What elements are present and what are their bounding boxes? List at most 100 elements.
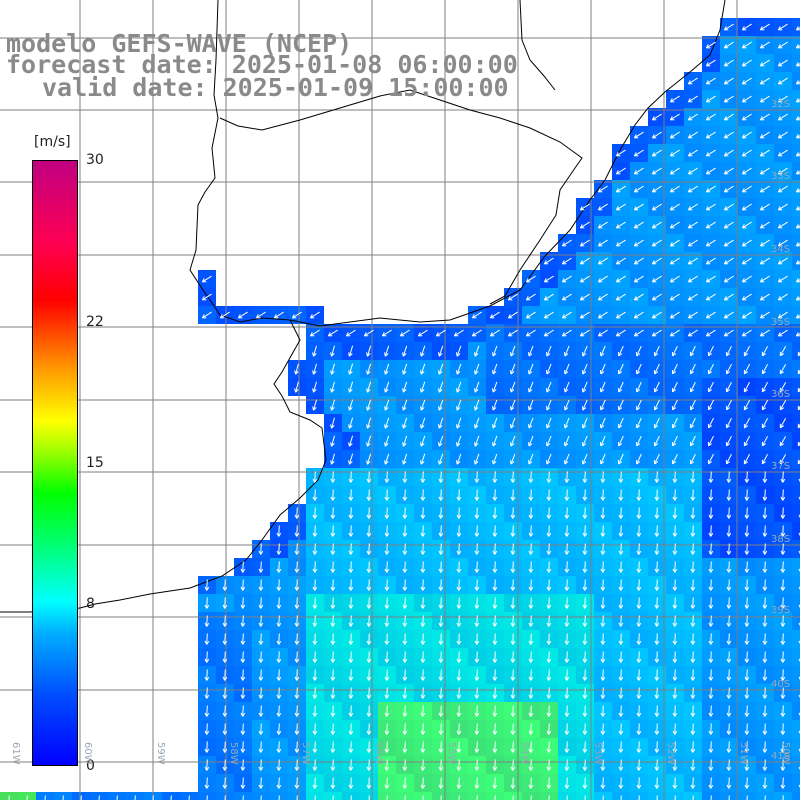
wind-arrow-head [651, 278, 655, 283]
wind-arrow [548, 543, 550, 555]
wind-arrow [742, 311, 752, 319]
wind-arrow-head [399, 332, 403, 337]
wind-arrow [620, 705, 622, 717]
wind-arrow-head [705, 278, 709, 283]
wind-arrow [692, 651, 694, 663]
wind-arrow-head [741, 26, 745, 31]
wind-arrow [278, 597, 280, 609]
wind-arrow [242, 795, 244, 800]
wind-arrow-head [349, 407, 353, 411]
wind-arrow [512, 669, 514, 681]
wind-arrow-head [404, 694, 408, 699]
wind-speed-cell [792, 414, 800, 432]
wind-arrow [616, 149, 626, 157]
wind-arrow [438, 399, 444, 411]
wind-arrow-head [618, 353, 623, 357]
wind-arrow-head [330, 568, 334, 573]
wind-arrow-head [633, 242, 637, 247]
wind-arrow-head [618, 766, 622, 771]
wind-arrow [512, 777, 514, 789]
wind-arrow-head [726, 461, 731, 465]
wind-arrow [562, 311, 572, 319]
colorbar [32, 160, 78, 766]
wind-arrow-head [204, 604, 208, 609]
wind-arrow-head [242, 694, 246, 699]
wind-arrow [332, 741, 334, 753]
wind-arrow [670, 329, 680, 337]
wind-arrow-head [690, 676, 694, 681]
wind-arrow-head [384, 425, 389, 429]
wind-arrow [528, 399, 534, 411]
wind-arrow [764, 795, 766, 800]
wind-arrow-head [692, 586, 696, 591]
wind-arrow-head [510, 586, 514, 591]
wind-arrow [796, 279, 800, 283]
wind-arrow-head [492, 460, 494, 465]
wind-arrow [530, 471, 532, 483]
wind-arrow-head [654, 766, 658, 771]
wind-arrow-head [510, 371, 515, 375]
wind-arrow [742, 23, 752, 31]
wind-arrow [598, 221, 608, 229]
wind-arrow-head [363, 332, 367, 337]
wind-arrow [616, 311, 626, 319]
wind-arrow [620, 471, 622, 483]
wind-arrow [584, 507, 586, 519]
wind-arrow-head [564, 550, 568, 555]
wind-arrow-head [278, 568, 282, 573]
wind-arrow-head [564, 407, 569, 411]
wind-arrow-head [294, 388, 297, 393]
wind-arrow-head [656, 568, 660, 573]
wind-arrow-head [438, 676, 442, 681]
wind-arrow [742, 221, 752, 229]
wind-arrow [278, 669, 280, 681]
wind-arrow-head [602, 640, 606, 645]
wind-arrow [672, 345, 678, 357]
wind-arrow-head [278, 658, 282, 663]
wind-arrow-head [474, 694, 478, 699]
longitude-label: 52W [665, 742, 676, 765]
colorbar-tick-label: 0 [86, 758, 95, 774]
wind-arrow-head [564, 748, 568, 753]
wind-arrow-head [404, 622, 408, 627]
wind-arrow [508, 329, 518, 337]
wind-arrow-head [332, 604, 336, 609]
wind-arrow [656, 705, 658, 717]
wind-arrow-head [276, 568, 280, 573]
wind-arrow [779, 417, 787, 429]
wind-arrow [260, 759, 262, 771]
wind-arrow [386, 579, 388, 591]
wind-arrow [652, 221, 662, 229]
wind-arrow-head [672, 568, 676, 573]
wind-arrow-head [332, 766, 336, 771]
wind-arrow-head [600, 586, 604, 591]
wind-arrow-head [349, 353, 353, 357]
wind-arrow-head [582, 730, 586, 735]
wind-arrow-head [330, 532, 334, 537]
wind-arrow [761, 453, 769, 465]
wind-arrow-head [633, 170, 637, 175]
wind-arrow [584, 525, 586, 537]
wind-arrow-head [260, 568, 264, 573]
wind-arrow-head [795, 80, 799, 85]
wind-arrow [616, 329, 626, 337]
wind-arrow [580, 293, 590, 301]
wind-arrow-head [582, 604, 586, 609]
wind-arrow-head [636, 676, 640, 681]
wind-arrow-head [548, 748, 552, 753]
wind-arrow-head [654, 407, 659, 411]
wind-arrow-head [260, 730, 264, 735]
wind-arrow-head [780, 712, 784, 717]
wind-arrow [764, 687, 766, 699]
wind-arrow-head [240, 676, 244, 681]
wind-arrow [742, 131, 752, 139]
wind-arrow-head [525, 314, 529, 319]
wind-arrow-head [528, 424, 530, 429]
wind-arrow-head [777, 188, 781, 193]
wind-arrow [458, 669, 460, 681]
wind-arrow-head [348, 460, 350, 465]
wind-arrow-head [566, 622, 570, 627]
wind-arrow-head [489, 314, 493, 319]
wind-arrow [476, 597, 478, 609]
wind-arrow-head [546, 604, 550, 609]
